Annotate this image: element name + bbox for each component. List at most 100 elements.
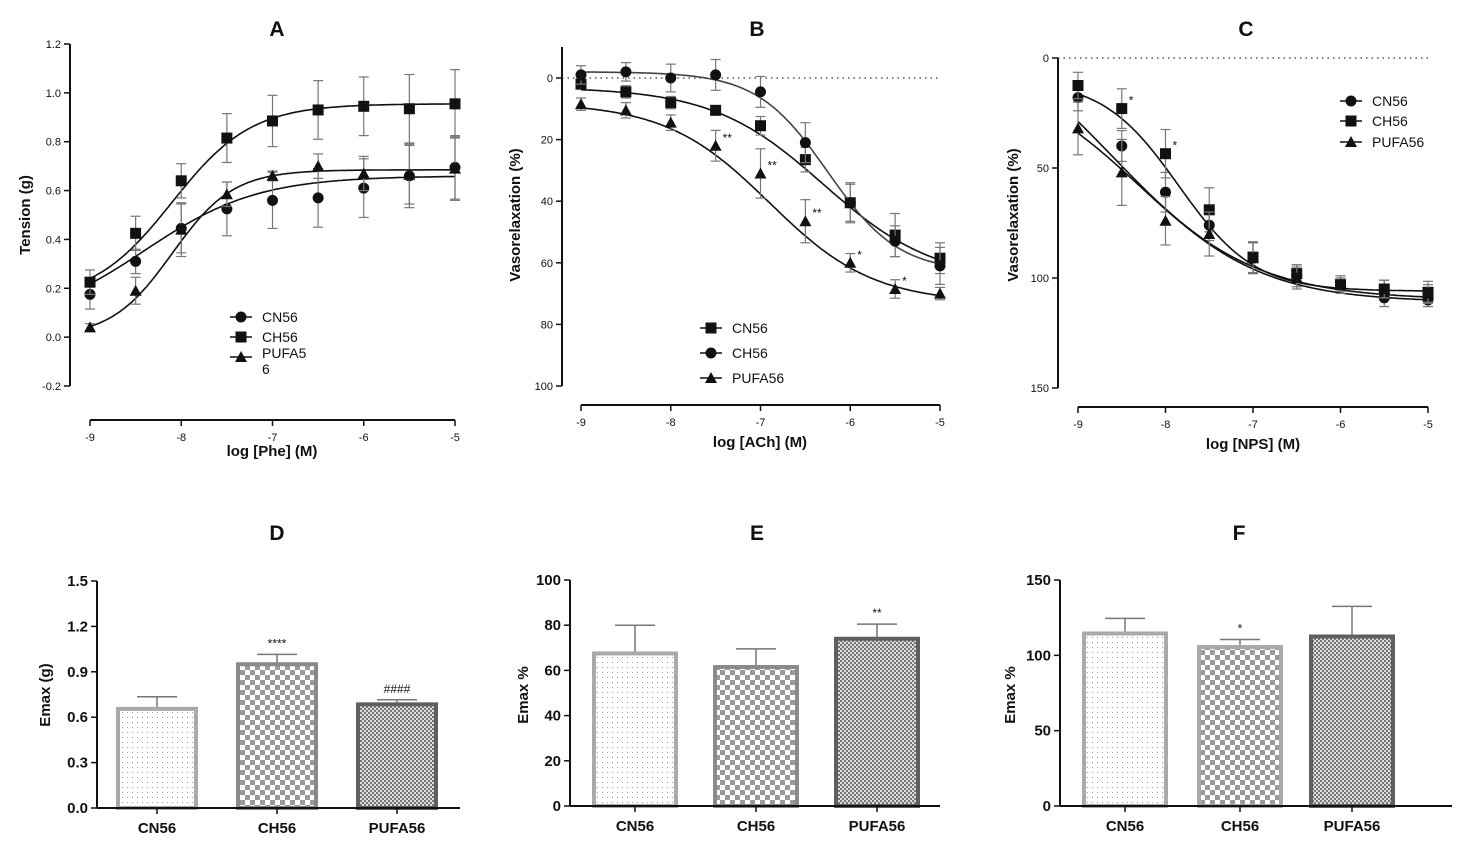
legend-marker	[705, 322, 717, 334]
data-point	[1422, 287, 1434, 299]
y-tick-label: 1.2	[46, 39, 61, 51]
legend-label: PUFA56	[1372, 134, 1424, 150]
panel-title: E	[750, 522, 764, 545]
data-point	[889, 235, 901, 247]
data-point	[84, 276, 96, 288]
y-axis-label: Tension (g)	[17, 175, 34, 255]
panel-B: B 0 20 40 60 80 100 -9 -8 -7 -6 -5 log [ACh] (M) Vaso…	[507, 18, 946, 451]
bar-pufa56	[834, 636, 920, 809]
data-point	[934, 287, 946, 299]
data-point	[1203, 204, 1215, 216]
category-label: CH56	[1221, 818, 1259, 835]
data-point	[755, 86, 766, 98]
y-tick-label: 40	[544, 708, 561, 725]
x-tick-label: -9	[576, 417, 586, 429]
legend-label: CN56	[732, 320, 768, 336]
legend-label-line: CN56	[1372, 93, 1408, 109]
legend-label: CH56	[1372, 113, 1408, 129]
data-point	[130, 227, 142, 239]
panel-D: D Emax (g) CN56 **** CH56 #### PUFA56 0.0 0.3 0.6…	[37, 522, 460, 837]
legend-label-line: PUFA56	[732, 370, 784, 386]
legend-marker	[705, 372, 717, 383]
x-tick-label: -5	[1423, 419, 1433, 431]
significance-mark: **	[723, 131, 733, 145]
x-tick-label: -8	[176, 432, 186, 444]
legend-label-line: CH56	[262, 329, 298, 345]
significance-mark: ####	[384, 682, 411, 696]
legend-label: CN56	[1372, 93, 1408, 109]
data-point	[844, 256, 857, 268]
category-label: CH56	[258, 820, 296, 837]
y-tick-label: 150	[1031, 383, 1049, 395]
data-point	[267, 194, 278, 206]
series-ch56	[575, 58, 946, 285]
data-point	[221, 132, 233, 144]
y-tick-label: 0	[1043, 53, 1049, 65]
legend-marker	[1345, 95, 1357, 107]
y-tick-label: 0.6	[46, 186, 61, 198]
data-point	[1334, 278, 1347, 290]
data-point	[620, 86, 632, 98]
data-point	[1072, 122, 1084, 134]
category-label: PUFA56	[849, 818, 906, 835]
significance-mark: **	[768, 158, 778, 172]
y-axis-label: Emax %	[515, 666, 532, 724]
legend-label: CN56	[262, 309, 298, 325]
data-point	[449, 162, 461, 174]
fit-curve	[1077, 132, 1429, 301]
data-point	[267, 115, 278, 127]
category-label: CN56	[616, 818, 654, 835]
panel-title: A	[269, 18, 284, 41]
data-point	[129, 284, 142, 296]
bar-cn56	[592, 651, 678, 809]
y-tick-label: 0	[1043, 798, 1051, 815]
bar-pufa56	[356, 702, 438, 810]
series-pufa56: ********	[575, 97, 946, 301]
x-tick-label: -7	[1248, 419, 1258, 431]
x-tick-label: -5	[935, 417, 945, 429]
x-tick-label: -9	[1073, 419, 1083, 431]
data-point	[1160, 186, 1171, 198]
x-axis-label: log [Phe] (M)	[227, 443, 318, 460]
bar-ch56	[713, 665, 799, 809]
fit-curve	[580, 107, 941, 297]
series-cn56	[575, 78, 946, 275]
x-tick-label: -8	[666, 417, 676, 429]
significance-mark: *	[1238, 622, 1243, 636]
y-tick-label: 0.3	[67, 755, 88, 772]
data-point	[619, 104, 632, 116]
data-point	[665, 97, 677, 109]
category-label: PUFA56	[1324, 818, 1381, 835]
data-point	[709, 139, 722, 151]
y-tick-label: 0.9	[67, 664, 88, 681]
y-axis-label: Vasorelaxation (%)	[1005, 148, 1022, 281]
significance-mark: **	[812, 206, 822, 220]
legend-marker	[705, 347, 717, 359]
category-label: CN56	[1106, 818, 1144, 835]
data-point	[665, 72, 677, 84]
y-tick-label: 100	[1031, 273, 1049, 285]
y-tick-label: 20	[544, 753, 561, 770]
data-point	[84, 321, 96, 333]
x-tick-label: -6	[359, 432, 369, 444]
bar-ch56	[1197, 645, 1283, 809]
y-tick-label: 60	[544, 662, 561, 679]
data-point	[403, 168, 416, 180]
legend-label: CH56	[732, 345, 768, 361]
legend-label-line: PUFA5	[262, 345, 307, 361]
data-point	[266, 169, 279, 181]
legend-marker	[235, 331, 247, 343]
legend-marker	[235, 311, 247, 323]
y-axis-label: Vasorelaxation (%)	[507, 148, 524, 281]
y-tick-label: 0.0	[46, 332, 61, 344]
data-point	[1247, 252, 1259, 264]
data-point	[130, 255, 142, 267]
y-tick-label: 50	[1034, 723, 1051, 740]
y-tick-label: 0	[547, 73, 553, 85]
data-point	[889, 282, 902, 294]
data-point	[1290, 272, 1303, 283]
y-tick-label: -0.2	[42, 381, 61, 393]
y-tick-label: 80	[541, 319, 553, 331]
y-tick-label: 1.2	[67, 618, 88, 635]
data-point	[357, 167, 370, 179]
